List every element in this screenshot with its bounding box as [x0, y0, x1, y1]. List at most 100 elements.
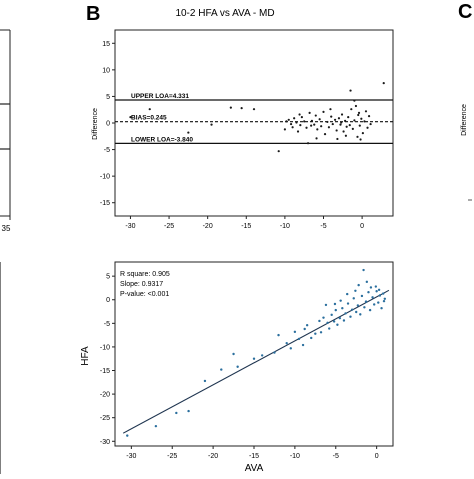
- regression-point-35: [349, 315, 352, 318]
- data-point-46: [353, 119, 356, 122]
- data-point-1: [148, 108, 151, 111]
- regression-point-62: [339, 299, 342, 302]
- y-tick-label-1: -10: [100, 174, 110, 181]
- data-point-66: [357, 111, 361, 115]
- regression-data-points: [126, 268, 387, 437]
- regression-point-24: [326, 321, 329, 325]
- data-point-62: [315, 137, 318, 140]
- data-point-41: [345, 125, 348, 128]
- regression-point-15: [297, 337, 301, 341]
- data-point-19: [305, 126, 308, 129]
- data-point-37: [339, 123, 342, 126]
- regression-point-1: [154, 424, 158, 428]
- reference-line-label-0: UPPER LOA=4.331: [131, 93, 189, 100]
- regression-point-7: [236, 365, 239, 368]
- y-tick-label-2: -5: [104, 147, 110, 154]
- regression-panel: R square: 0.905 Slope: 0.9317 P-value: <…: [80, 261, 394, 474]
- regression-point-53: [383, 297, 387, 300]
- plot-frame: [114, 29, 394, 217]
- regression-point-23: [322, 316, 325, 319]
- data-point-10: [287, 118, 290, 121]
- right-partial-panel: C Difference: [458, 1, 472, 201]
- regression-point-27: [332, 320, 336, 323]
- regression-point-50: [378, 294, 382, 297]
- data-point-17: [300, 116, 303, 119]
- data-point-14: [295, 121, 298, 124]
- regression-point-22: [319, 331, 323, 334]
- regression-point-13: [289, 347, 292, 350]
- regression-x-tick-label-6: 0: [375, 453, 379, 460]
- x-tick-label-4: -10: [280, 223, 290, 230]
- regression-point-46: [371, 296, 374, 299]
- data-point-6: [252, 108, 256, 111]
- data-point-50: [358, 124, 361, 127]
- data-point-35: [335, 129, 338, 132]
- regression-y-tick-label-3: -15: [100, 368, 110, 375]
- regression-x-tick-label-4: -10: [290, 453, 300, 460]
- left-partial-panel: 35: [0, 29, 11, 474]
- regression-point-52: [381, 292, 385, 295]
- regression-y-tick-label-2: -20: [100, 392, 110, 399]
- regression-point-63: [354, 289, 357, 292]
- data-point-23: [313, 123, 316, 126]
- regression-y-tick-label-0: -30: [100, 439, 110, 446]
- panel-label-b: B: [86, 3, 100, 25]
- y-axis-label: Difference: [92, 108, 99, 140]
- data-point-68: [310, 124, 313, 127]
- data-point-43: [348, 124, 351, 127]
- regression-point-47: [372, 303, 376, 306]
- data-point-21: [308, 111, 311, 115]
- regression-point-41: [360, 294, 364, 298]
- data-point-31: [327, 126, 331, 129]
- data-point-56: [367, 114, 371, 118]
- data-point-69: [298, 113, 301, 116]
- regression-point-18: [305, 324, 309, 327]
- data-point-16: [299, 124, 302, 127]
- data-point-48: [356, 135, 359, 138]
- data-point-61: [329, 108, 332, 111]
- x-tick-label-6: 0: [360, 223, 364, 230]
- data-point-63: [353, 99, 356, 102]
- data-point-59: [336, 137, 339, 141]
- regression-point-39: [356, 304, 360, 307]
- regression-point-38: [355, 310, 358, 314]
- data-point-57: [369, 122, 372, 126]
- data-point-54: [364, 110, 368, 113]
- data-point-65: [382, 82, 385, 85]
- regression-point-6: [232, 352, 235, 356]
- regression-plot-frame: [114, 261, 394, 447]
- data-point-53: [363, 120, 366, 123]
- data-points: [129, 82, 385, 153]
- data-point-45: [351, 127, 354, 130]
- regression-point-12: [285, 341, 288, 345]
- data-point-11: [289, 122, 293, 126]
- regression-point-0: [126, 434, 129, 437]
- x-tick-label-2: -20: [203, 223, 213, 230]
- regression-point-17: [303, 327, 306, 331]
- regression-x-tick-label-2: -20: [208, 453, 218, 460]
- bland-altman-panel: B 10-2 HFA vs AVA - MD Difference -30 -25…: [86, 3, 394, 230]
- x-tick-label-3: -15: [241, 223, 251, 230]
- regression-x-tick-label-1: -25: [167, 453, 177, 460]
- data-point-67: [340, 121, 343, 124]
- data-point-20: [306, 142, 310, 145]
- data-point-15: [296, 130, 300, 133]
- regression-point-57: [377, 288, 381, 292]
- data-point-64: [359, 138, 362, 141]
- regression-x-axis-label: AVA: [245, 463, 264, 474]
- regression-point-16: [301, 343, 305, 347]
- regression-x-tick-label-0: -30: [126, 453, 136, 460]
- data-point-27: [320, 125, 323, 128]
- regression-point-61: [382, 299, 386, 303]
- regression-point-2: [175, 411, 178, 415]
- regression-point-14: [293, 330, 297, 334]
- left-panel-tick-label: 35: [2, 224, 11, 233]
- data-point-33: [331, 122, 334, 126]
- data-point-13: [293, 117, 296, 120]
- data-point-36: [337, 117, 341, 120]
- regression-fit-line: [122, 289, 390, 434]
- data-point-22: [310, 119, 314, 122]
- regression-point-65: [374, 285, 378, 288]
